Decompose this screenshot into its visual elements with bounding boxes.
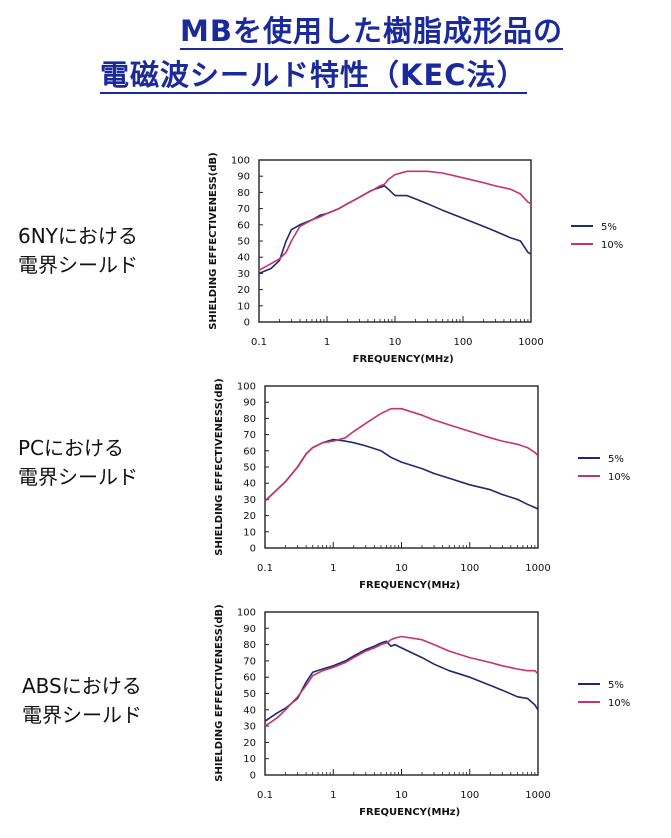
chart3-series-10pct-line xyxy=(264,635,539,727)
chart2-y-tick-label: 80 xyxy=(243,414,256,425)
chart2-y-tick-label: 0 xyxy=(250,544,256,555)
chart3-legend-label-5pct: 5% xyxy=(608,680,624,691)
chart2-x-axis-label: FREQUENCY(MHz) xyxy=(359,580,460,591)
chart2-y-tick-label: 70 xyxy=(243,430,256,441)
chart2-series-5pct-line xyxy=(264,438,539,510)
chart1-x-tick-label: 10 xyxy=(389,337,402,348)
chart2-x-tick-label: 0.1 xyxy=(257,563,273,574)
chart2-x-tick-label: 1 xyxy=(330,563,336,574)
page-title-line1: MBを使用した樹脂成形品の xyxy=(180,14,563,50)
chart1-x-tick-label: 100 xyxy=(453,337,472,348)
chart3-y-axis-label: SHIELDING EFFECTIVENESS(dB) xyxy=(214,604,225,781)
chart2-x-tick-label: 1000 xyxy=(525,563,550,574)
chart3-y-tick-label: 0 xyxy=(250,771,256,782)
chart3-y-tick-label: 60 xyxy=(243,673,256,684)
chart2-y-tick-label: 20 xyxy=(243,511,256,522)
chart2-y-tick-label: 90 xyxy=(243,398,256,409)
chart3-x-tick-label: 0.1 xyxy=(257,790,273,801)
chart2-y-tick-label: 10 xyxy=(243,527,256,538)
chart3-y-tick-label: 80 xyxy=(243,640,256,651)
chart2-series-10pct-line xyxy=(264,407,539,502)
chart2-legend-label-5pct: 5% xyxy=(608,454,624,465)
chart1-y-tick-label: 60 xyxy=(237,220,250,231)
chart1-x-tick-label: 1 xyxy=(324,337,330,348)
chart3-y-tick-label: 70 xyxy=(243,656,256,667)
chart2-legend-label-10pct: 10% xyxy=(608,472,630,483)
chart3-y-tick-label: 90 xyxy=(243,624,256,635)
chart3-y-tick-label: 10 xyxy=(243,754,256,765)
chart3-y-tick-label: 30 xyxy=(243,722,256,733)
chart3-y-tick-label: 50 xyxy=(243,689,256,700)
chart3-legend-label-10pct: 10% xyxy=(608,698,630,709)
chart-label-abs: ABSにおける 電界シールド xyxy=(22,672,142,730)
chart1-y-tick-label: 40 xyxy=(237,253,250,264)
chart1-legend-label-5pct: 5% xyxy=(601,222,617,233)
chart2-y-tick-label: 40 xyxy=(243,479,256,490)
chart3-x-tick-label: 1000 xyxy=(525,790,550,801)
chart1-y-tick-label: 50 xyxy=(237,237,250,248)
chart1-y-tick-label: 20 xyxy=(237,285,250,296)
chart1-series-5pct-line xyxy=(258,185,532,275)
chart2-plot-frame xyxy=(264,385,539,549)
chart3-x-tick-label: 10 xyxy=(395,790,408,801)
chart3-x-tick-label: 100 xyxy=(460,790,479,801)
chart3-series-5pct-line xyxy=(264,640,539,722)
chart1-y-tick-label: 100 xyxy=(231,156,250,167)
chart-label-6ny: 6NYにおける 電界シールド xyxy=(18,222,138,280)
chart2-y-tick-label: 30 xyxy=(243,495,256,506)
chart1-y-tick-label: 10 xyxy=(237,301,250,312)
chart1-legend-label-10pct: 10% xyxy=(601,240,623,251)
chart-label-pc-line2: 電界シールド xyxy=(18,465,138,489)
chart3-y-tick-label: 40 xyxy=(243,705,256,716)
chart3-x-tick-label: 1 xyxy=(330,790,336,801)
chart1-y-tick-label: 80 xyxy=(237,188,250,199)
chart-label-6ny-line2: 電界シールド xyxy=(18,253,138,277)
chart-label-pc: PCにおける 電界シールド xyxy=(18,434,138,492)
chart1-y-axis-label: SHIELDING EFFECTIVENESS(dB) xyxy=(208,152,219,329)
chart1-y-tick-label: 70 xyxy=(237,204,250,215)
chart3-y-tick-label: 20 xyxy=(243,738,256,749)
chart-label-abs-line1: ABSにおける xyxy=(22,674,142,698)
chart1-x-tick-label: 1000 xyxy=(518,337,543,348)
chart2-x-tick-label: 10 xyxy=(395,563,408,574)
page-title-line2: 電磁波シールド特性（KEC法） xyxy=(100,58,527,94)
chart1-y-tick-label: 0 xyxy=(244,318,250,329)
chart2-x-tick-label: 100 xyxy=(460,563,479,574)
chart1-y-tick-label: 30 xyxy=(237,269,250,280)
chart1-series-10pct-line xyxy=(258,170,532,271)
chart1-x-axis-label: FREQUENCY(MHz) xyxy=(353,354,454,365)
chart-label-pc-line1: PCにおける xyxy=(18,436,125,460)
chart1-x-tick-label: 0.1 xyxy=(251,337,267,348)
chart-label-abs-line2: 電界シールド xyxy=(22,703,142,727)
chart-label-6ny-line1: 6NYにおける xyxy=(18,224,138,248)
chart2-y-tick-label: 60 xyxy=(243,446,256,457)
chart3-y-tick-label: 100 xyxy=(237,608,256,619)
chart3-x-axis-label: FREQUENCY(MHz) xyxy=(359,807,460,818)
chart2-y-tick-label: 50 xyxy=(243,463,256,474)
chart2-y-axis-label: SHIELDING EFFECTIVENESS(dB) xyxy=(214,378,225,555)
chart1-y-tick-label: 90 xyxy=(237,172,250,183)
chart2-y-tick-label: 100 xyxy=(237,382,256,393)
